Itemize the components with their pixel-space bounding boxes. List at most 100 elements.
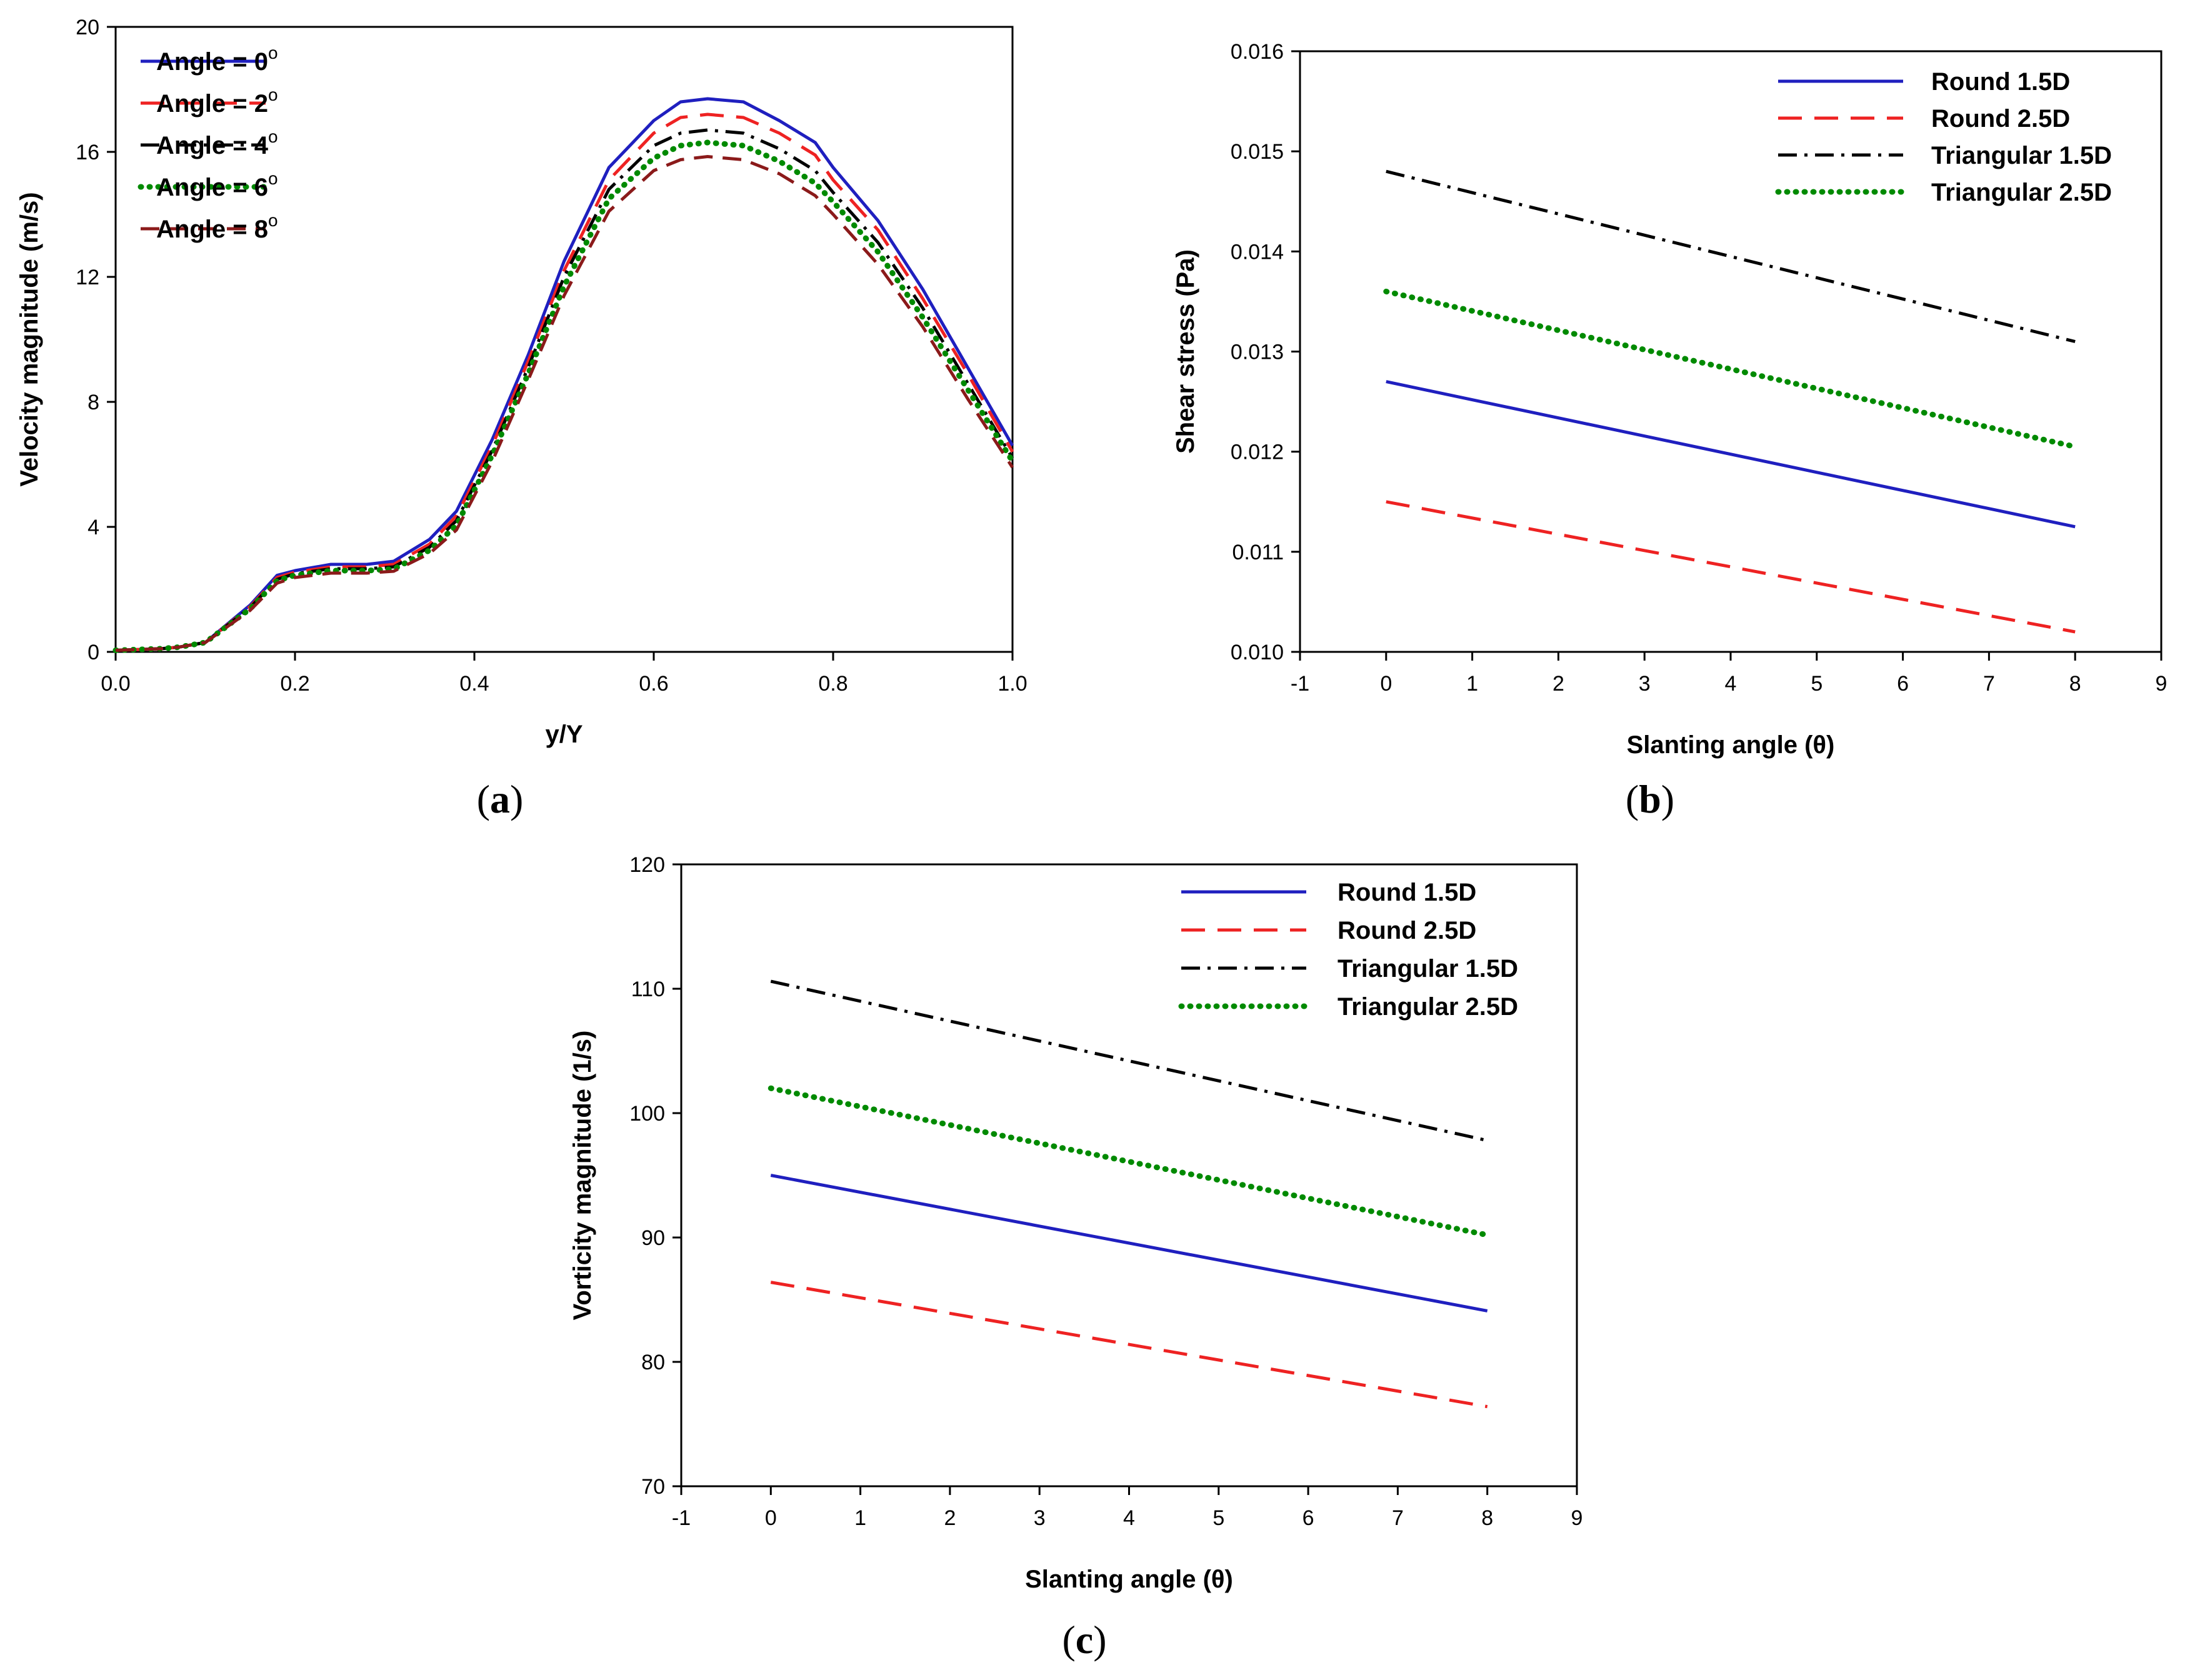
- x-tick-label: 6: [1897, 672, 1909, 696]
- x-tick-label: 3: [1639, 672, 1651, 696]
- legend-label-3: Triangular 1.5D: [1338, 955, 1518, 982]
- y-tick-label: 0: [88, 641, 99, 664]
- series-line-5: [115, 155, 1014, 652]
- x-tick-label: 1.0: [998, 672, 1027, 696]
- x-tick-label: 0.2: [280, 672, 309, 696]
- x-tick-label: 4: [1725, 672, 1737, 696]
- y-tick-label: 120: [629, 853, 665, 877]
- legend-label-1: Round 1.5D: [1338, 879, 1476, 906]
- y-tick-label: 16: [76, 141, 99, 164]
- x-tick-label: 2: [944, 1506, 956, 1530]
- series-line-1: [1386, 380, 2076, 529]
- legend-label-3: Angle = 4o: [156, 127, 278, 159]
- panel-b-chart: -1 0 1 2 3 4 5 6 7 8 9 0.010 0.011 0.012 0.013 0.014 0.0…: [1172, 40, 2167, 821]
- panel-label: (c): [1062, 1618, 1106, 1662]
- series-line-3: [770, 979, 1488, 1142]
- legend-label-2: Angle = 2o: [156, 85, 278, 118]
- legend-label-text: Angle = 0: [156, 48, 268, 76]
- panel-label: (b): [1626, 777, 1674, 821]
- x-tick-label: 1: [1466, 672, 1478, 696]
- legend-label-superscript: o: [268, 85, 278, 104]
- panel-a-chart: 0.0 0.2 0.4 0.6 0.8 1.0 0 4 8 12 16 20 y/Y Velocity m…: [16, 16, 1028, 821]
- panel-label-letter: c: [1076, 1618, 1093, 1662]
- x-axis-title: Slanting angle (θ): [1025, 1566, 1233, 1593]
- y-tick-label: 0.013: [1231, 341, 1284, 364]
- legend-label-superscript: o: [268, 43, 278, 62]
- series-line-2: [770, 1281, 1488, 1409]
- x-tick-label: 2: [1552, 672, 1564, 696]
- x-axis-title: y/Y: [545, 721, 582, 748]
- y-axis-title: Velocity magnitude (m/s): [16, 192, 43, 486]
- y-tick-label: 80: [641, 1351, 665, 1374]
- series-line-1: [770, 1174, 1488, 1312]
- legend-label-text: Round 1.5D: [1338, 879, 1476, 906]
- y-tick-label: 0.011: [1232, 541, 1284, 564]
- legend-label-text: Triangular 2.5D: [1338, 993, 1518, 1021]
- legend-label-1: Round 1.5D: [1931, 68, 2070, 96]
- series-line-4: [768, 1085, 1491, 1238]
- y-tick-label: 70: [641, 1475, 665, 1499]
- x-tick-label: 0.6: [639, 672, 668, 696]
- legend-label-text: Angle = 2: [156, 90, 268, 118]
- series-line-4: [1383, 288, 2078, 450]
- legend-label-2: Round 2.5D: [1338, 917, 1476, 944]
- x-tick-label: 5: [1811, 672, 1822, 696]
- x-tick-label: 8: [1481, 1506, 1493, 1530]
- panel-label-letter: b: [1639, 777, 1661, 821]
- y-tick-label: 4: [88, 516, 99, 539]
- legend-label-superscript: o: [268, 127, 278, 146]
- legend-label-2: Round 2.5D: [1931, 105, 2070, 132]
- x-axis-title: Slanting angle (θ): [1627, 731, 1835, 759]
- legend-label-4: Triangular 2.5D: [1931, 179, 2112, 206]
- x-tick-label: -1: [672, 1506, 691, 1530]
- x-tick-label: 5: [1212, 1506, 1224, 1530]
- y-tick-label: 0.016: [1231, 40, 1284, 64]
- y-tick-label: 0.015: [1231, 140, 1284, 164]
- y-axis-title: Shear stress (Pa): [1172, 249, 1199, 454]
- x-tick-label: 0.4: [459, 672, 489, 696]
- y-tick-label: 0.014: [1231, 240, 1284, 264]
- legend-label-4: Triangular 2.5D: [1338, 993, 1518, 1021]
- legend-label-5: Angle = 8o: [156, 211, 278, 243]
- panel-label-letter: a: [490, 777, 510, 821]
- x-tick-label: 9: [1571, 1506, 1583, 1530]
- series-line-2: [1386, 500, 2076, 634]
- x-tick-label: 4: [1123, 1506, 1135, 1530]
- x-tick-label: 7: [1392, 1506, 1404, 1530]
- legend-label-superscript: o: [268, 211, 278, 230]
- series-line-3: [115, 128, 1014, 652]
- panel-c-chart: -1 0 1 2 3 4 5 6 7 8 9 70 80 90 100 110 120 Slanting angl…: [569, 853, 1582, 1662]
- legend-label-4: Angle = 6o: [156, 169, 278, 201]
- y-tick-label: 0.012: [1231, 441, 1284, 464]
- legend-label-3: Triangular 1.5D: [1931, 142, 2112, 169]
- y-tick-label: 20: [76, 16, 99, 39]
- x-tick-label: 3: [1034, 1506, 1046, 1530]
- x-tick-label: 6: [1302, 1506, 1314, 1530]
- x-tick-label: 0.8: [818, 672, 848, 696]
- y-axis-title: Vorticity magnitude (1/s): [569, 1031, 596, 1321]
- legend-label-text: Triangular 1.5D: [1931, 142, 2112, 169]
- panel-label: (a): [477, 777, 524, 821]
- legend-label-text: Angle = 4: [156, 132, 269, 159]
- legend-label-text: Angle = 6: [156, 174, 268, 201]
- x-tick-label: -1: [1291, 672, 1309, 696]
- legend-label-text: Angle = 8: [156, 216, 268, 243]
- y-tick-label: 12: [76, 266, 99, 289]
- legend-label-text: Round 2.5D: [1931, 105, 2070, 132]
- y-tick-label: 110: [631, 978, 665, 1001]
- y-tick-label: 8: [88, 391, 99, 414]
- x-tick-label: 9: [2156, 672, 2168, 696]
- y-tick-label: 100: [629, 1102, 665, 1126]
- x-tick-label: 0.0: [101, 672, 130, 696]
- y-tick-label: 90: [641, 1226, 665, 1250]
- x-tick-label: 7: [1983, 672, 1995, 696]
- legend-label-text: Round 2.5D: [1338, 917, 1476, 944]
- plot-frame: [114, 26, 1014, 653]
- legend-label-superscript: o: [268, 169, 278, 188]
- x-tick-label: 1: [854, 1506, 866, 1530]
- legend-label-1: Angle = 0o: [156, 43, 278, 76]
- legend-label-text: Triangular 1.5D: [1338, 955, 1518, 982]
- y-tick-label: 0.010: [1231, 641, 1284, 664]
- x-tick-label: 0: [1380, 672, 1392, 696]
